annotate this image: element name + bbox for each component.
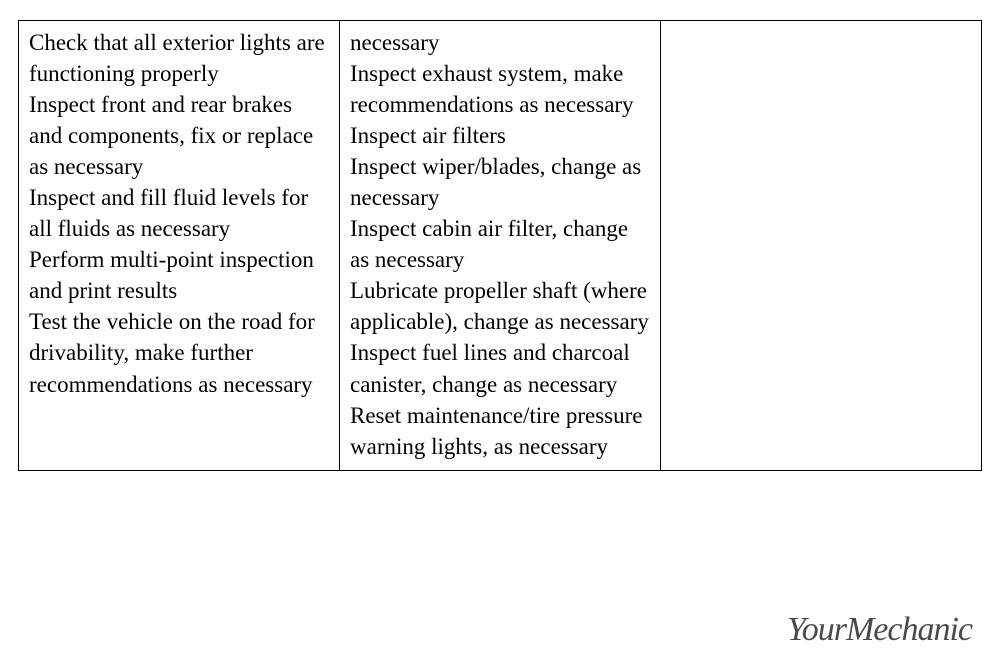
maintenance-item: necessary [350,27,652,58]
table-row: Check that all exterior lights are funct… [19,21,982,471]
maintenance-item: Inspect wiper/blades, change as necessar… [350,151,652,213]
table-cell-col1: Check that all exterior lights are funct… [19,21,340,471]
maintenance-item: Inspect fuel lines and charcoal canister… [350,337,652,399]
maintenance-item: Lubricate propeller shaft (where applica… [350,275,652,337]
maintenance-item: Inspect front and rear brakes and compon… [29,89,331,182]
maintenance-item: Perform multi-point inspection and print… [29,244,331,306]
maintenance-item: Inspect exhaust system, make recommendat… [350,58,652,120]
table-cell-col3 [661,21,982,471]
brand-logo: YourMechanic [787,611,972,649]
maintenance-item: Inspect cabin air filter, change as nece… [350,213,652,275]
maintenance-table: Check that all exterior lights are funct… [18,20,982,471]
maintenance-item: Reset maintenance/tire pressure warning … [350,400,652,462]
table-cell-col2: necessary Inspect exhaust system, make r… [340,21,661,471]
maintenance-item: Inspect air filters [350,120,652,151]
maintenance-item: Test the vehicle on the road for drivabi… [29,306,331,399]
maintenance-item: Check that all exterior lights are funct… [29,27,331,89]
maintenance-item: Inspect and fill fluid levels for all fl… [29,182,331,244]
